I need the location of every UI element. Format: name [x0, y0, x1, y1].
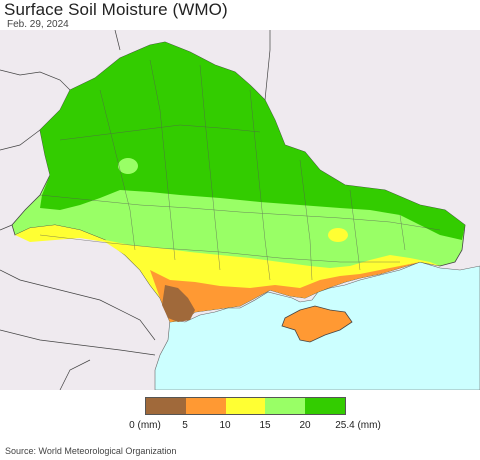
legend-tick: 20	[299, 420, 311, 431]
dry-zone	[162, 285, 195, 322]
wet-spot	[118, 158, 138, 174]
legend-tick: 25.4 (mm)	[335, 420, 381, 431]
wet-spot-east	[328, 228, 348, 242]
legend-swatch-15-20	[265, 398, 306, 414]
legend-tick: 0 (mm)	[129, 420, 161, 431]
legend-swatch-0-5	[146, 398, 186, 414]
map-title: Surface Soil Moisture (WMO)	[4, 0, 228, 19]
yellow-zone	[15, 225, 440, 322]
map-date: Feb. 29, 2024	[7, 19, 69, 30]
source-credit: Source: World Meteorological Organizatio…	[5, 446, 177, 456]
legend-ticks: 0 (mm) 5 10 15 20 25.4 (mm)	[0, 420, 480, 434]
legend-tick: 5	[182, 420, 188, 431]
crimea	[281, 305, 353, 343]
country-borders	[0, 30, 271, 390]
region-borders	[39, 59, 441, 281]
legend-swatch-10-15	[225, 398, 266, 414]
soil-moisture-map	[0, 30, 480, 390]
legend-bar	[145, 397, 346, 415]
north-wet-zone	[40, 42, 465, 240]
legend-tick: 10	[219, 420, 231, 431]
orange-zone	[150, 262, 440, 322]
legend-swatch-20-25	[305, 398, 345, 414]
legend-tick: 15	[259, 420, 271, 431]
legend-swatch-5-10	[185, 398, 226, 414]
